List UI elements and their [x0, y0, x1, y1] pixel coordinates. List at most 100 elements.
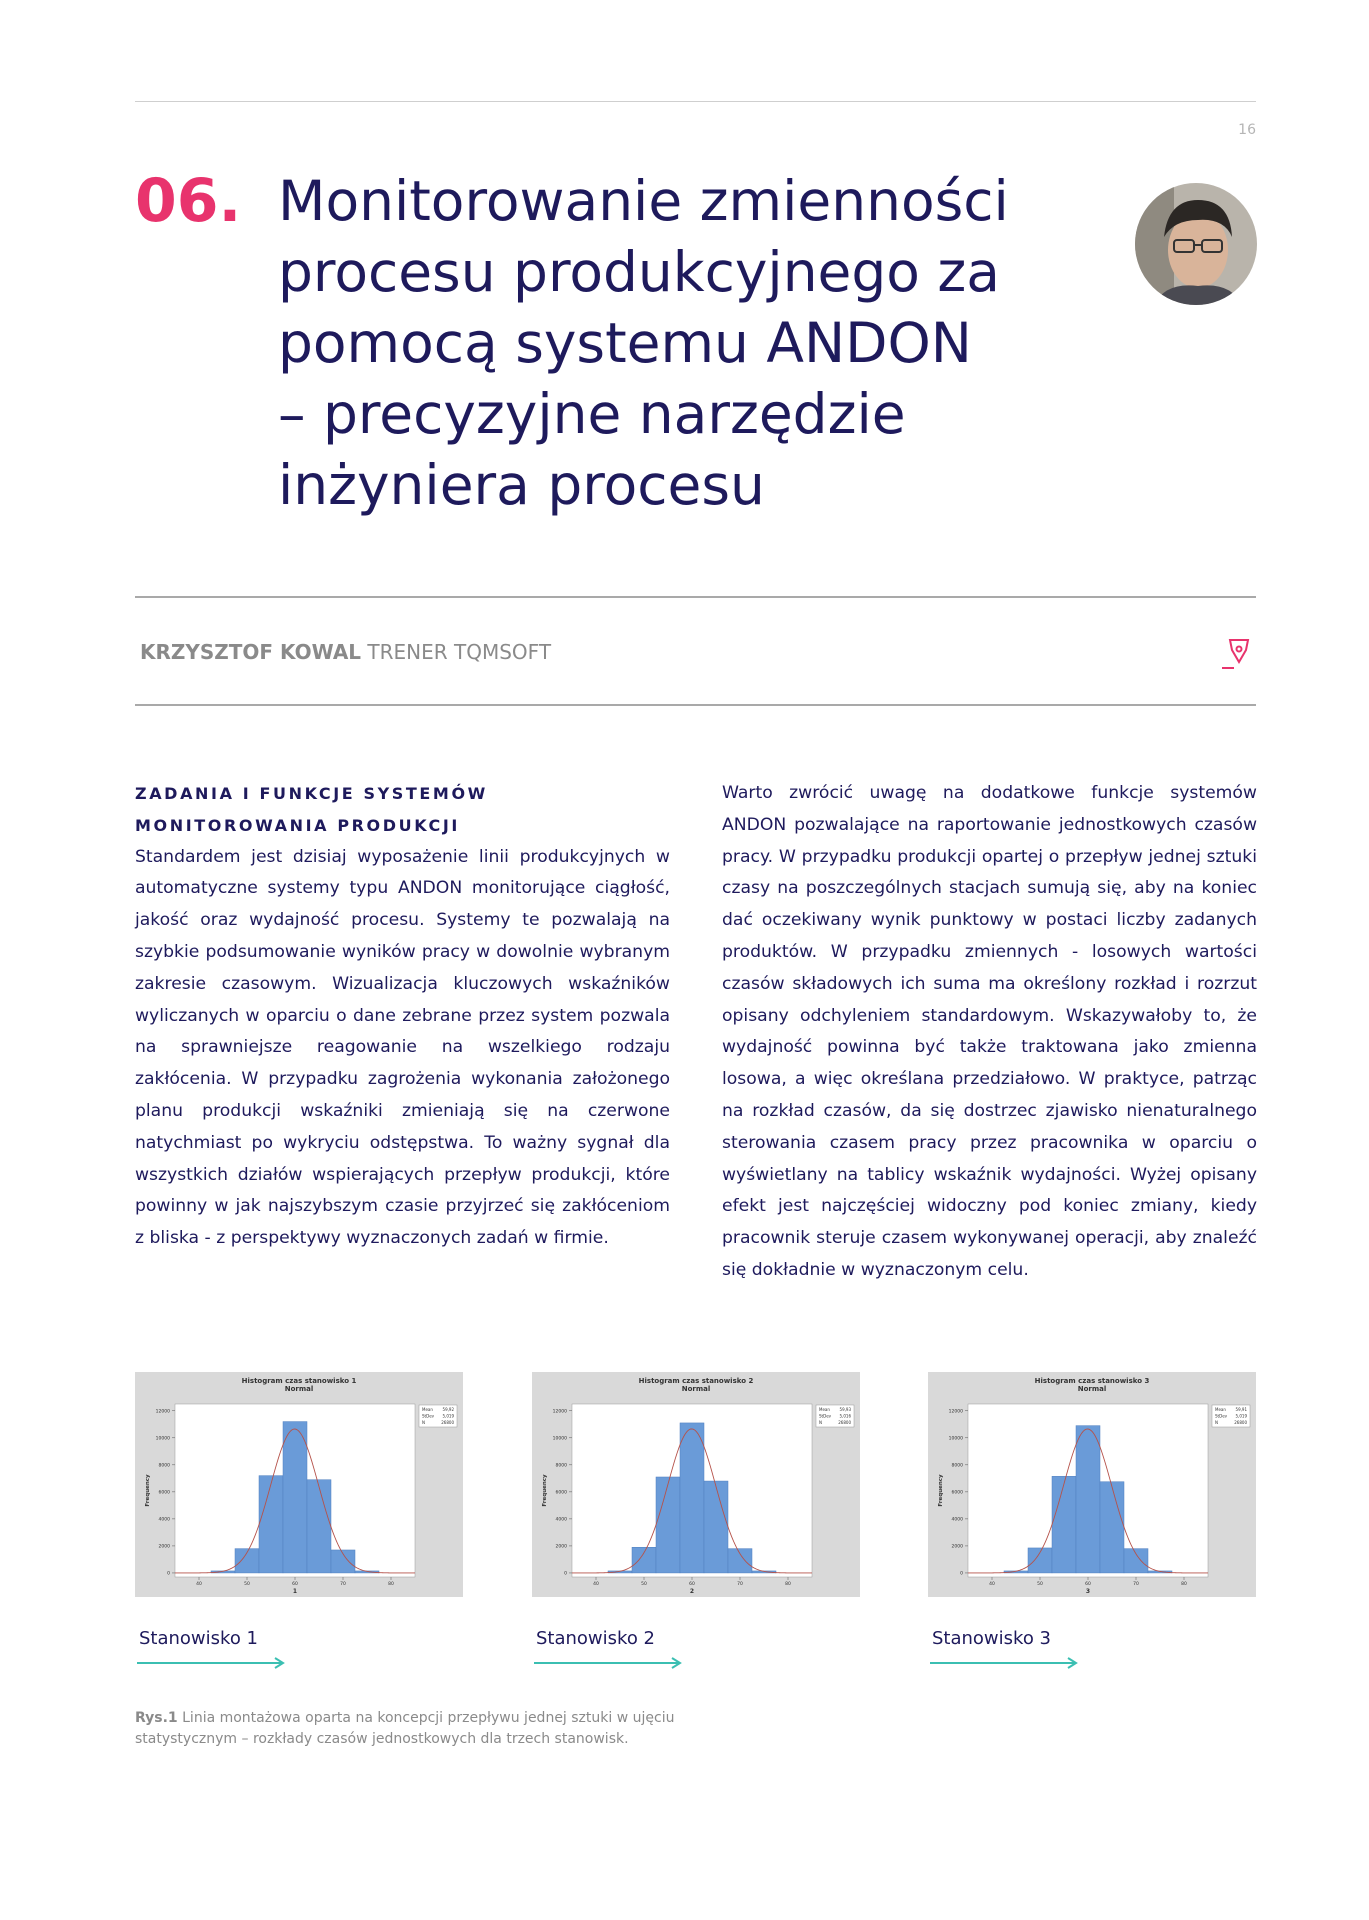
- rule: [135, 704, 1256, 706]
- x-tick-label: 70: [737, 1581, 743, 1587]
- y-tick-label: 2000: [556, 1543, 568, 1549]
- y-tick-label: 4000: [159, 1516, 171, 1522]
- bar: [1075, 1425, 1101, 1574]
- chart-title: Histogram czas stanowisko 3: [1035, 1377, 1150, 1385]
- figure-label: Stanowisko 2: [536, 1628, 656, 1649]
- x-tick-label: 80: [388, 1581, 394, 1587]
- legend-value: 59,93: [840, 1407, 852, 1412]
- y-axis-label: Frequency: [542, 1474, 548, 1507]
- caption-label: Rys.1: [135, 1710, 178, 1726]
- legend-box: [815, 1404, 855, 1428]
- bar: [1123, 1548, 1149, 1574]
- y-tick-label: 12000: [156, 1408, 170, 1414]
- legend-name: N: [422, 1420, 425, 1425]
- x-tick-label: 40: [196, 1581, 202, 1587]
- x-tick-label: 50: [244, 1581, 250, 1587]
- x-tick-label: 60: [292, 1581, 298, 1587]
- y-tick-label: 6000: [952, 1489, 964, 1495]
- title-line: Monitorowanie zmienności: [278, 169, 1009, 233]
- legend-name: Mean: [819, 1407, 830, 1412]
- author-photo: [1135, 183, 1257, 305]
- bar: [1051, 1476, 1077, 1574]
- arrow-head: [1067, 1657, 1078, 1669]
- caption-text: Linia montażowa oparta na koncepcji prze…: [135, 1710, 675, 1747]
- figure-label: Stanowisko 3: [932, 1628, 1052, 1649]
- y-tick-label: 0: [960, 1570, 963, 1576]
- y-axis-label: Frequency: [938, 1474, 944, 1507]
- x-tick-label: 50: [1037, 1581, 1043, 1587]
- x-axis-label: 2: [690, 1588, 694, 1595]
- y-tick-label: 12000: [949, 1408, 963, 1414]
- y-tick-label: 8000: [952, 1462, 964, 1468]
- y-tick-label: 8000: [556, 1462, 568, 1468]
- bar: [1099, 1481, 1125, 1574]
- x-axis-label: 3: [1086, 1588, 1090, 1595]
- title-line: – precyzyjne narzędzie: [278, 382, 906, 446]
- x-tick-label: 80: [1181, 1581, 1187, 1587]
- pen-icon: [1222, 639, 1250, 669]
- x-tick-label: 60: [1085, 1581, 1091, 1587]
- x-tick-label: 40: [989, 1581, 995, 1587]
- paragraph: Standardem jest dzisiaj wyposażenie lini…: [135, 846, 670, 1249]
- legend-name: N: [1215, 1420, 1218, 1425]
- chart-title: Histogram czas stanowisko 2: [639, 1377, 754, 1385]
- legend-value: 59,91: [1236, 1407, 1248, 1412]
- y-tick-label: 0: [564, 1570, 567, 1576]
- title-line: pomocą systemu ANDON: [278, 311, 972, 375]
- y-tick-label: 10000: [949, 1435, 963, 1441]
- legend-name: Mean: [1215, 1407, 1226, 1412]
- figure-label: Stanowisko 1: [139, 1628, 259, 1649]
- legend-value: 59,92: [443, 1407, 455, 1412]
- author-role: TRENER TQMSOFT: [367, 640, 552, 664]
- chart-subtitle: Normal: [1078, 1385, 1107, 1393]
- y-tick-label: 2000: [159, 1543, 171, 1549]
- right-column: Warto zwrócić uwagę na dodatkowe funkcje…: [722, 778, 1257, 1287]
- arrow: [930, 1657, 1078, 1669]
- legend-value: 26800: [1234, 1420, 1247, 1425]
- x-tick-label: 40: [593, 1581, 599, 1587]
- bar: [631, 1547, 657, 1574]
- arrow-head: [671, 1657, 682, 1669]
- legend-name: StDev: [819, 1414, 832, 1419]
- y-tick-label: 0: [167, 1570, 170, 1576]
- chart-subtitle: Normal: [285, 1385, 314, 1393]
- bar: [727, 1548, 753, 1574]
- section-heading: ZADANIA I FUNKCJE SYSTEMÓW MONITOROWANIA…: [135, 784, 488, 835]
- fit-curve: [572, 1428, 812, 1574]
- legend-name: StDev: [1215, 1414, 1228, 1419]
- title-line: procesu produkcyjnego za: [278, 240, 1001, 304]
- legend-box: [1211, 1404, 1251, 1428]
- author: KRZYSZTOF KOWAL TRENER TQMSOFT: [140, 640, 551, 664]
- bar: [306, 1479, 332, 1574]
- left-column: ZADANIA I FUNKCJE SYSTEMÓW MONITOROWANIA…: [135, 778, 670, 1255]
- x-tick-label: 70: [340, 1581, 346, 1587]
- page-number: 16: [1238, 122, 1256, 138]
- y-tick-label: 4000: [952, 1516, 964, 1522]
- bar: [258, 1475, 284, 1574]
- x-tick-label: 70: [1133, 1581, 1139, 1587]
- bar: [703, 1480, 729, 1574]
- bar: [655, 1476, 681, 1574]
- article-number: 06.: [135, 166, 242, 236]
- author-name: KRZYSZTOF KOWAL: [140, 640, 362, 664]
- legend-name: StDev: [422, 1414, 435, 1419]
- legend-value: 26800: [441, 1420, 454, 1425]
- y-tick-label: 6000: [556, 1489, 568, 1495]
- fit-curve: [175, 1428, 415, 1574]
- y-tick-label: 12000: [553, 1408, 567, 1414]
- article-title: Monitorowanie zmienności procesu produkcy…: [278, 166, 1009, 521]
- arrow: [137, 1657, 285, 1669]
- y-tick-label: 10000: [156, 1435, 170, 1441]
- figure-caption: Rys.1 Linia montażowa oparta na koncepcj…: [135, 1708, 755, 1750]
- bar: [1147, 1570, 1173, 1574]
- title-line: inżyniera procesu: [278, 453, 765, 517]
- x-axis-label: 1: [293, 1588, 297, 1595]
- legend-value: 5,016: [840, 1414, 852, 1419]
- arrow: [534, 1657, 682, 1669]
- fit-curve: [968, 1428, 1208, 1574]
- y-tick-label: 4000: [556, 1516, 568, 1522]
- legend-name: Mean: [422, 1407, 433, 1412]
